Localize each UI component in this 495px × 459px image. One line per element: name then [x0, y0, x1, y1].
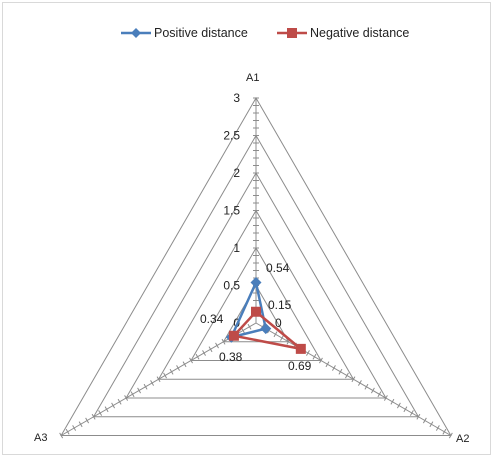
axis-minor-tick — [163, 372, 168, 379]
axis-minor-tick — [422, 417, 427, 424]
axis-minor-tick — [332, 365, 336, 371]
axis-minor-tick — [78, 421, 83, 428]
axis-label-a1: A1 — [246, 72, 259, 84]
series-point — [228, 330, 239, 341]
axis-minor-tick — [435, 425, 440, 431]
axis-minor-tick — [150, 380, 155, 386]
axis-minor-tick — [344, 372, 349, 379]
legend-marker-2 — [287, 28, 297, 38]
radial-tick-label: 3 — [233, 91, 240, 105]
axis-minor-tick — [448, 432, 453, 439]
axis-minor-tick — [325, 361, 330, 368]
axis-minor-tick — [202, 350, 206, 356]
axis-minor-tick — [130, 391, 135, 398]
axis-minor-tick — [169, 368, 174, 375]
radial-tick-label: 2.5 — [223, 129, 240, 143]
axis-minor-tick — [111, 402, 116, 409]
axis-minor-tick — [195, 353, 200, 360]
axis-label-a3: A3 — [34, 432, 47, 444]
axis-minor-tick — [85, 417, 90, 424]
legend-label-2: Negative distance — [310, 26, 409, 40]
axis-minor-tick — [156, 376, 161, 383]
axis-labels: A1 A2 A3 — [34, 72, 469, 445]
axis-minor-tick — [247, 323, 252, 330]
axis-minor-tick — [306, 350, 310, 356]
axis-minor-tick — [221, 338, 226, 345]
legend-marker-1 — [131, 28, 141, 38]
data-label: 0.15 — [268, 298, 292, 312]
axis-minor-tick — [429, 421, 434, 428]
grid-ring-5 — [92, 134, 420, 418]
radar-axes — [59, 97, 453, 439]
series-point — [295, 343, 306, 354]
axis-minor-tick — [383, 395, 388, 401]
axis-minor-tick — [409, 410, 414, 416]
axis-minor-tick — [351, 376, 356, 383]
axis-minor-tick — [357, 380, 362, 386]
radial-tick-labels: 00.511.522.53 — [223, 91, 240, 330]
axis-minor-tick — [59, 432, 64, 439]
axis-minor-tick — [442, 428, 447, 435]
axis-minor-tick — [143, 383, 148, 390]
data-labels: 0.54 0.15 0 0.69 0.38 0.34 — [200, 261, 312, 373]
axis-minor-tick — [416, 413, 421, 420]
axis-minor-tick — [319, 357, 323, 364]
radial-tick-label: 1 — [233, 241, 240, 255]
axis-minor-tick — [403, 406, 408, 413]
radial-tick-label: 2 — [233, 166, 240, 180]
series-point — [250, 277, 262, 288]
series-layer — [225, 277, 306, 354]
grid-ring-4 — [125, 171, 387, 399]
radial-tick-label: 1.5 — [223, 204, 240, 218]
axis-minor-tick — [137, 387, 142, 394]
axis-minor-tick — [65, 428, 70, 435]
grid-ring-3 — [157, 209, 355, 380]
data-label: 0.69 — [288, 359, 312, 373]
series-line-2 — [232, 310, 303, 351]
legend: Positive distance Negative distance — [121, 26, 409, 40]
axis-minor-tick — [72, 425, 77, 431]
axis-minor-tick — [338, 368, 343, 375]
axis-minor-tick — [117, 398, 122, 405]
series-line-1 — [230, 281, 267, 339]
data-label: 0 — [275, 316, 282, 330]
axis-minor-tick — [377, 391, 382, 398]
data-label: 0.34 — [200, 312, 224, 326]
axis-minor-tick — [104, 406, 109, 413]
axis-minor-tick — [370, 387, 375, 394]
axis-minor-tick — [182, 361, 187, 368]
axis-minor-tick — [396, 402, 401, 409]
axis-minor-tick — [312, 353, 317, 360]
radial-tick-label: 0.5 — [223, 279, 240, 293]
axis-minor-tick — [189, 357, 193, 364]
axis-minor-tick — [176, 365, 180, 371]
axis-minor-tick — [390, 398, 395, 405]
data-label: 0.54 — [266, 261, 290, 275]
axis-minor-tick — [215, 342, 219, 349]
axis-minor-tick — [98, 410, 103, 416]
axis-minor-tick — [91, 413, 96, 420]
axis-minor-tick — [280, 335, 284, 341]
axis-minor-tick — [273, 331, 278, 338]
grid-ring-1 — [222, 284, 290, 343]
axis-minor-tick — [208, 346, 213, 353]
grid-ring-6 — [60, 96, 452, 436]
legend-label-1: Positive distance — [154, 26, 248, 40]
axis-minor-tick — [364, 383, 369, 390]
series-point — [251, 306, 261, 317]
axis-minor-tick — [124, 395, 129, 401]
data-label: 0.38 — [219, 350, 243, 364]
radar-grid — [60, 96, 452, 436]
series-point — [260, 323, 272, 335]
axis-label-a2: A2 — [456, 433, 469, 445]
grid-ring-2 — [190, 246, 322, 361]
